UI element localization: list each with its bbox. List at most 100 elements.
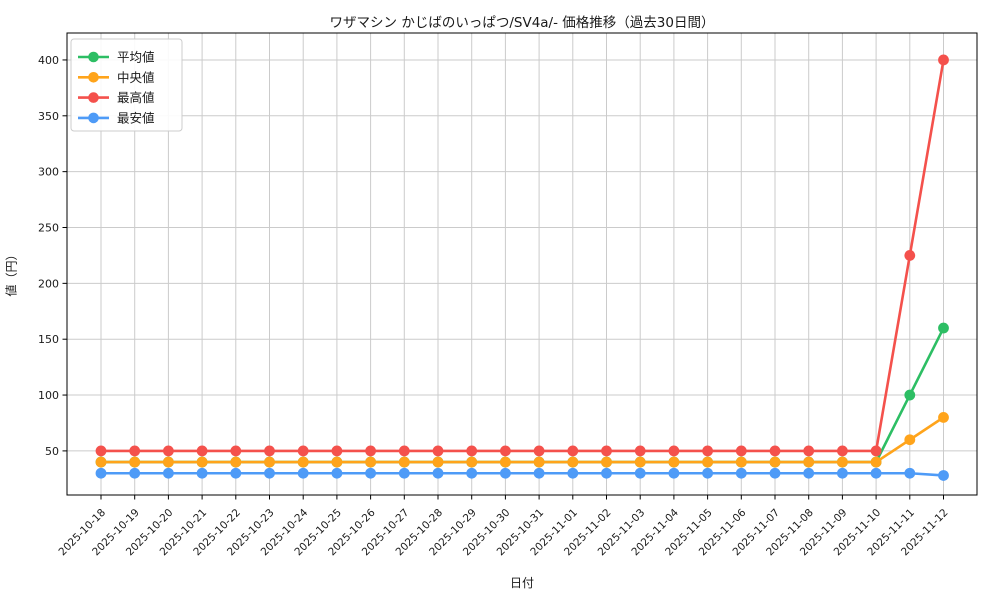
plot-border <box>66 32 978 496</box>
legend-max-label: 最高値 <box>117 90 155 105</box>
legend-average-label: 平均値 <box>117 50 155 65</box>
max-marker <box>196 445 208 457</box>
min-marker <box>163 467 174 479</box>
max-marker <box>837 445 848 457</box>
y-axis-label: 値（円） <box>4 248 19 297</box>
min-marker <box>735 467 747 479</box>
min-marker <box>331 467 343 479</box>
max-marker <box>870 445 882 457</box>
median-marker <box>803 456 815 468</box>
median-marker <box>567 456 579 468</box>
legend <box>70 38 183 132</box>
max-marker <box>904 250 916 261</box>
min-marker <box>95 467 107 479</box>
average-marker <box>938 322 949 334</box>
max-marker <box>297 445 309 457</box>
median-marker <box>533 456 545 468</box>
max-marker <box>500 445 511 457</box>
max-marker <box>230 445 242 457</box>
min-marker <box>601 467 612 479</box>
min-marker <box>500 467 511 479</box>
min-marker <box>803 467 815 479</box>
y-tick-label: 300 <box>38 166 59 179</box>
max-marker <box>803 445 815 457</box>
average-marker <box>904 389 916 401</box>
legend-average-marker <box>88 51 99 63</box>
median-marker <box>601 456 612 468</box>
max-marker <box>264 445 275 457</box>
median-marker <box>904 434 916 446</box>
min-marker <box>432 467 444 479</box>
min-marker <box>837 467 848 479</box>
median-marker <box>432 456 444 468</box>
median-marker <box>769 456 781 468</box>
max-marker <box>398 445 410 457</box>
min-marker <box>533 467 545 479</box>
y-tick-label: 400 <box>38 54 59 67</box>
median-line <box>99 416 945 464</box>
max-marker <box>702 445 713 457</box>
median-marker <box>870 456 882 468</box>
min-marker <box>297 467 309 479</box>
max-marker <box>331 445 343 457</box>
y-tick-label: 350 <box>38 110 59 123</box>
min-marker <box>904 467 916 479</box>
max-marker <box>129 445 141 457</box>
min-marker <box>230 467 242 479</box>
max-marker <box>533 445 545 457</box>
median-marker <box>837 456 848 468</box>
max-marker <box>365 445 376 457</box>
min-marker <box>466 467 478 479</box>
legend-min-marker <box>88 112 99 124</box>
y-tick-label: 200 <box>38 277 59 290</box>
max-marker <box>769 445 781 457</box>
median-marker <box>702 456 713 468</box>
median-marker <box>163 456 174 468</box>
median-marker <box>264 456 275 468</box>
min-marker <box>938 470 949 481</box>
y-tick-label: 150 <box>38 333 59 346</box>
legend-min-label: 最安値 <box>117 110 155 125</box>
min-marker <box>264 467 275 479</box>
max-marker <box>567 445 579 457</box>
min-marker <box>634 467 646 479</box>
max-line <box>99 58 945 453</box>
legend-median-marker <box>88 72 99 83</box>
median-marker <box>230 456 242 468</box>
max-marker <box>432 445 444 457</box>
max-marker <box>95 445 107 457</box>
min-marker <box>365 467 376 479</box>
min-marker <box>196 467 208 479</box>
max-marker <box>938 54 949 66</box>
median-marker <box>466 456 478 468</box>
max-marker <box>466 445 478 457</box>
max-marker <box>163 445 174 457</box>
max-marker <box>601 445 612 457</box>
median-marker <box>297 456 309 468</box>
median-marker <box>365 456 376 468</box>
min-marker <box>567 467 579 479</box>
median-marker <box>634 456 646 468</box>
min-marker <box>769 467 781 479</box>
min-marker <box>129 467 141 479</box>
y-tick-label: 50 <box>45 445 59 458</box>
max-marker <box>668 445 680 457</box>
median-marker <box>938 411 949 423</box>
y-tick-label: 100 <box>38 389 59 402</box>
min-marker <box>870 467 882 479</box>
legend-median-label: 中央値 <box>117 70 155 85</box>
min-marker <box>702 467 713 479</box>
median-marker <box>500 456 511 468</box>
y-tick-label: 250 <box>38 222 59 235</box>
min-marker <box>398 467 410 479</box>
min-line <box>99 471 945 477</box>
chart-title: ワザマシン かじばのいっぱつ/SV4a/- 価格推移（過去30日間） <box>329 15 715 31</box>
median-marker <box>668 456 680 468</box>
median-marker <box>95 456 107 468</box>
median-marker <box>129 456 141 468</box>
max-marker <box>634 445 646 457</box>
median-marker <box>196 456 208 468</box>
median-marker <box>331 456 343 468</box>
